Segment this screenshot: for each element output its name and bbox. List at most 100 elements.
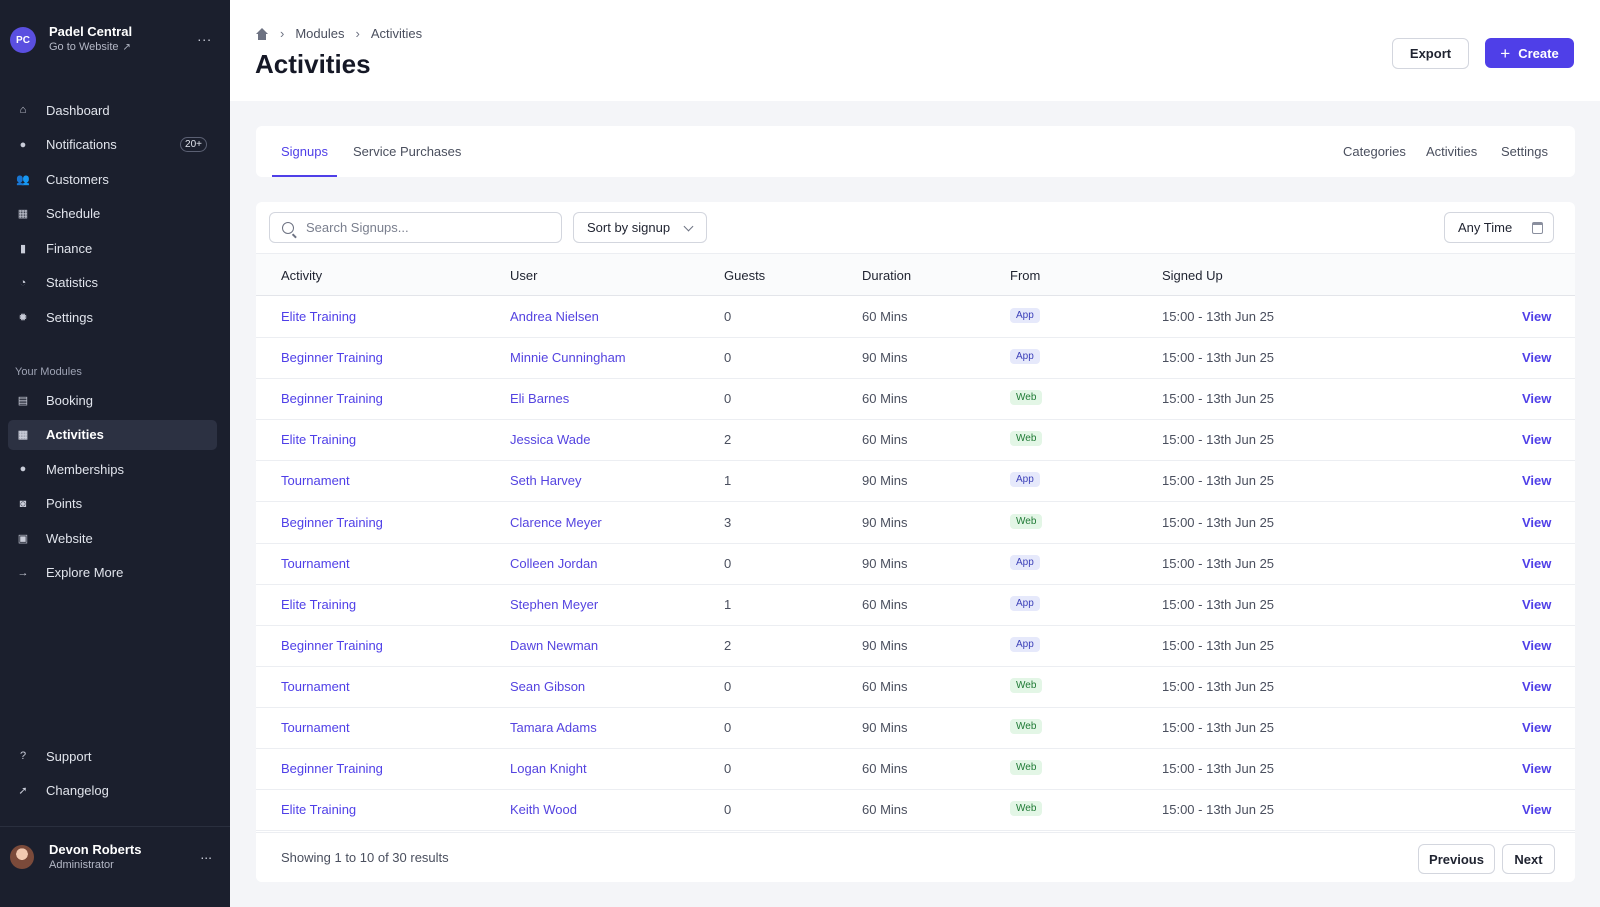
- sidebar-item-explore-more[interactable]: → Explore More: [8, 558, 217, 588]
- activity-link[interactable]: Tournament: [281, 555, 350, 571]
- search-input[interactable]: [306, 220, 546, 235]
- view-link[interactable]: View: [1522, 473, 1552, 489]
- table-row: Beginner Training Dawn Newman 2 90 Mins App 1…: [256, 625, 1575, 667]
- browser-icon: ▣: [17, 532, 29, 545]
- modules-nav: ▤ Booking ▦ Activities ● Memberships ◙ Points ▣ W…: [8, 385, 217, 592]
- search-box[interactable]: [269, 212, 562, 243]
- sidebar-item-schedule[interactable]: ▦ Schedule: [8, 199, 217, 229]
- signed-up-time: 15:00 - 13th Jun 25: [1162, 720, 1275, 735]
- sidebar-item-memberships[interactable]: ● Memberships: [8, 454, 217, 484]
- tab-signups[interactable]: Signups: [272, 126, 337, 177]
- signed-up-time: 15:00 - 13th Jun 25: [1162, 432, 1275, 448]
- activity-link[interactable]: Tournament: [281, 720, 350, 735]
- activity-link[interactable]: Beginner Training: [281, 637, 383, 653]
- view-link[interactable]: View: [1522, 720, 1552, 735]
- sidebar-item-dashboard[interactable]: ⌂ Dashboard: [8, 95, 217, 125]
- org-more-icon[interactable]: ...: [197, 28, 212, 44]
- source-badge: Web: [1010, 390, 1043, 406]
- user-link[interactable]: Andrea Nielsen: [510, 309, 599, 324]
- sidebar-item-website[interactable]: ▣ Website: [8, 523, 217, 553]
- sidebar-item-finance[interactable]: ▮ Finance: [8, 233, 217, 263]
- source-badge: Web: [1010, 719, 1043, 734]
- user-more-icon[interactable]: ...: [200, 846, 212, 862]
- sidebar-item-customers[interactable]: 👥 Customers: [8, 164, 217, 194]
- sidebar-item-support[interactable]: ? Support: [8, 741, 217, 771]
- column-header-duration[interactable]: Duration: [862, 268, 912, 283]
- view-link[interactable]: View: [1522, 637, 1552, 653]
- sidebar-item-points[interactable]: ◙ Points: [8, 489, 217, 519]
- user-link[interactable]: Colleen Jordan: [510, 555, 598, 571]
- activity-link[interactable]: Tournament: [281, 473, 350, 489]
- activity-link[interactable]: Beginner Training: [281, 761, 383, 777]
- tab-service-purchases[interactable]: Service Purchases: [353, 144, 462, 159]
- tab-categories[interactable]: Categories: [1343, 144, 1406, 159]
- column-header-user[interactable]: User: [510, 268, 538, 283]
- user-link[interactable]: Seth Harvey: [510, 473, 582, 489]
- view-link[interactable]: View: [1522, 309, 1552, 324]
- column-header-from[interactable]: From: [1010, 268, 1041, 283]
- view-link[interactable]: View: [1522, 596, 1552, 612]
- duration-value: 60 Mins: [862, 678, 908, 694]
- activity-link[interactable]: Beginner Training: [281, 514, 383, 530]
- sidebar-item-label: Settings: [46, 309, 93, 325]
- activity-link[interactable]: Tournament: [281, 678, 350, 694]
- sidebar-item-changelog[interactable]: ➚ Changelog: [8, 776, 217, 806]
- user-link[interactable]: Clarence Meyer: [510, 514, 602, 530]
- column-header-activity[interactable]: Activity: [281, 268, 323, 283]
- view-link[interactable]: View: [1522, 761, 1552, 777]
- activity-link[interactable]: Beginner Training: [281, 391, 383, 407]
- user-link[interactable]: Stephen Meyer: [510, 596, 599, 612]
- guests-count: 0: [724, 802, 732, 818]
- rocket-icon: ➚: [18, 785, 28, 797]
- view-link[interactable]: View: [1522, 391, 1552, 407]
- table-row: Tournament Sean Gibson 0 60 Mins Web 15:00 - …: [256, 666, 1575, 708]
- view-link[interactable]: View: [1522, 678, 1552, 694]
- table-row: Tournament Tamara Adams 0 90 Mins Web 15:00 -…: [256, 707, 1575, 749]
- tab-activities[interactable]: Activities: [1426, 144, 1478, 159]
- activity-link[interactable]: Elite Training: [281, 432, 357, 448]
- sidebar-item-notifications[interactable]: ● Notifications 20+: [8, 130, 217, 160]
- user-link[interactable]: Tamara Adams: [510, 720, 597, 735]
- user-link[interactable]: Sean Gibson: [510, 678, 586, 694]
- sidebar-item-activities[interactable]: ▦ Activities: [8, 419, 217, 450]
- notification-count-badge: 20+: [180, 136, 207, 152]
- go-to-website-link[interactable]: Go to Website ↗: [49, 41, 131, 53]
- user-link[interactable]: Minnie Cunningham: [510, 350, 626, 366]
- previous-button[interactable]: Previous: [1418, 844, 1495, 874]
- calendar-icon: ▦: [17, 429, 29, 441]
- tab-settings[interactable]: Settings: [1501, 144, 1548, 159]
- user-link[interactable]: Jessica Wade: [510, 432, 591, 448]
- org-name: Padel Central: [49, 24, 133, 39]
- view-link[interactable]: View: [1522, 555, 1552, 571]
- user-link[interactable]: Logan Knight: [510, 761, 587, 777]
- book-icon: ▤: [17, 394, 29, 407]
- activity-link[interactable]: Elite Training: [281, 802, 357, 818]
- activity-link[interactable]: Beginner Training: [281, 350, 383, 366]
- sidebar-item-settings[interactable]: ✹ Settings: [8, 302, 217, 332]
- breadcrumb-modules[interactable]: Modules: [295, 26, 345, 41]
- guests-count: 3: [724, 514, 732, 530]
- home-icon[interactable]: [255, 27, 269, 40]
- create-button[interactable]: + Create: [1485, 38, 1574, 68]
- sidebar-item-booking[interactable]: ▤ Booking: [8, 385, 217, 415]
- view-link[interactable]: View: [1522, 514, 1552, 530]
- sidebar-item-statistics[interactable]: ◔ Statistics: [8, 268, 217, 298]
- column-header-signed-up[interactable]: Signed Up: [1162, 268, 1223, 283]
- activity-link[interactable]: Elite Training: [281, 309, 357, 324]
- sort-select[interactable]: Sort by signup: [573, 212, 707, 243]
- export-button[interactable]: Export: [1392, 38, 1469, 69]
- user-menu[interactable]: Devon Roberts Administrator ...: [10, 840, 220, 880]
- user-link[interactable]: Dawn Newman: [510, 637, 599, 653]
- view-link[interactable]: View: [1522, 802, 1552, 818]
- view-link[interactable]: View: [1522, 350, 1552, 366]
- guests-count: 1: [724, 473, 732, 489]
- column-header-guests[interactable]: Guests: [724, 268, 766, 283]
- date-filter[interactable]: Any Time: [1444, 212, 1554, 243]
- org-switcher[interactable]: PC Padel Central Go to Website ↗ ...: [10, 22, 220, 58]
- user-link[interactable]: Eli Barnes: [510, 391, 570, 407]
- activity-link[interactable]: Elite Training: [281, 596, 357, 612]
- next-button[interactable]: Next: [1502, 844, 1555, 874]
- user-link[interactable]: Keith Wood: [510, 802, 577, 818]
- breadcrumb-activities[interactable]: Activities: [370, 26, 423, 41]
- view-link[interactable]: View: [1522, 432, 1552, 448]
